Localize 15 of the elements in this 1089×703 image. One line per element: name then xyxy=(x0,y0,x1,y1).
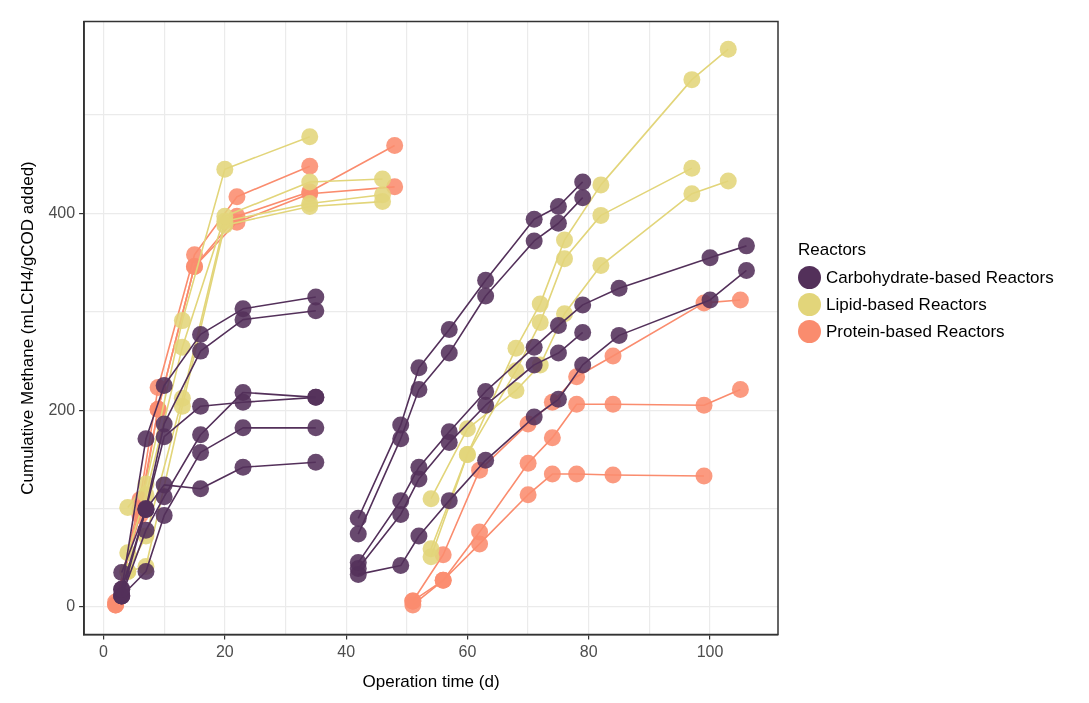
x-axis-title: Operation time (d) xyxy=(362,672,500,692)
y-axis-title: Cumulative Methane (mLCH4/gCOD added) xyxy=(17,161,37,495)
x-tick-label: 80 xyxy=(579,643,598,661)
x-tick-label: 100 xyxy=(696,643,724,661)
legend-label: Lipid-based Reactors xyxy=(826,294,987,315)
x-tick-label: 60 xyxy=(458,643,477,661)
legend-label: Protein-based Reactors xyxy=(826,321,1005,342)
y-tick-label: 0 xyxy=(66,597,76,615)
x-tick-label: 0 xyxy=(99,643,109,661)
legend-title: Reactors xyxy=(798,240,868,260)
y-tick-label: 200 xyxy=(48,400,76,418)
x-tick-label: 40 xyxy=(337,643,356,661)
legend-label: Carbohydrate-based Reactors xyxy=(826,267,1054,288)
y-tick-label: 400 xyxy=(48,203,76,221)
x-tick-label: 20 xyxy=(215,643,234,661)
